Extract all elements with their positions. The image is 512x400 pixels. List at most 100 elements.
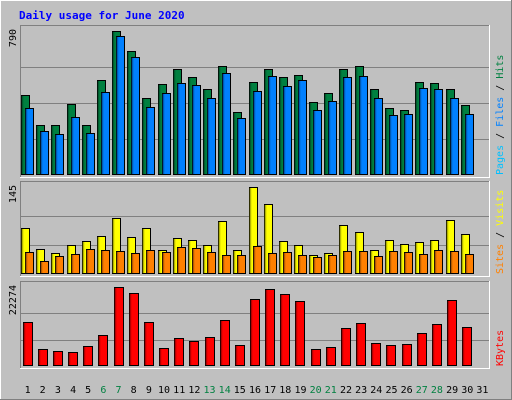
y-axis-max-label: 145 (8, 185, 19, 203)
bar-sites-day-28 (434, 250, 443, 274)
bar-files-day-6 (101, 92, 110, 175)
bar-kbytes-day-16 (250, 299, 260, 366)
bar-files-day-29 (450, 98, 459, 175)
bar-kbytes-day-5 (83, 346, 93, 366)
x-axis-day-labels: 1 2 3 4 5 6 7 8 9 10 11 12 13 14 15 16 17 18 19 20 21 22 23 24 2… (25, 385, 489, 396)
bar-files-day-23 (359, 76, 368, 175)
bar-kbytes-day-26 (402, 344, 412, 366)
panel-3: 22274 KBytes (8, 281, 506, 369)
bar-sites-day-12 (192, 248, 201, 274)
bar-kbytes-day-8 (129, 293, 139, 366)
bar-sites-day-8 (131, 253, 140, 274)
bar-files-day-11 (177, 83, 186, 175)
day-label-30: 30 (461, 385, 473, 396)
bar-sites-day-22 (343, 251, 352, 274)
bar-files-day-12 (192, 85, 201, 175)
bar-sites-day-9 (146, 250, 155, 274)
bar-files-day-3 (55, 134, 64, 175)
day-label-26: 26 (401, 385, 413, 396)
series-axis-label: KBytes (495, 330, 506, 366)
bar-sites-day-13 (207, 252, 216, 274)
bar-files-day-15 (237, 118, 246, 175)
bar-kbytes-day-6 (98, 335, 108, 366)
bar-sites-day-30 (465, 254, 474, 274)
bar-kbytes-day-22 (341, 328, 351, 366)
bar-kbytes-day-14 (220, 320, 230, 366)
bar-sites-day-2 (40, 261, 49, 274)
bar-kbytes-day-2 (38, 349, 48, 366)
bar-sites-day-20 (313, 257, 322, 274)
day-label-5: 5 (85, 385, 91, 396)
chart-title: Daily usage for June 2020 (19, 9, 185, 22)
bar-sites-day-27 (419, 254, 428, 274)
bar-kbytes-day-4 (68, 352, 78, 366)
bar-sites-day-24 (374, 256, 383, 274)
bar-files-day-30 (465, 114, 474, 175)
day-label-13: 13 (203, 385, 215, 396)
bar-files-day-16 (253, 91, 262, 175)
bar-files-day-1 (25, 108, 34, 175)
bar-kbytes-day-20 (311, 349, 321, 366)
day-label-10: 10 (158, 385, 170, 396)
day-label-28: 28 (431, 385, 443, 396)
panel-1: 790 Pages / Files / Hits (8, 25, 506, 178)
day-label-29: 29 (446, 385, 458, 396)
bar-kbytes-day-30 (462, 327, 472, 366)
bar-sites-day-19 (298, 255, 307, 274)
bar-kbytes-day-29 (447, 300, 457, 366)
bar-sites-day-14 (222, 255, 231, 274)
bar-files-day-17 (268, 76, 277, 175)
bar-sites-day-11 (177, 247, 186, 274)
bar-sites-day-4 (71, 254, 80, 274)
series-axis-label: Pages / Files / Hits (495, 55, 506, 175)
bar-kbytes-day-1 (23, 322, 33, 366)
day-label-16: 16 (249, 385, 261, 396)
bar-sites-day-16 (253, 246, 262, 274)
bar-files-day-28 (434, 89, 443, 175)
bar-kbytes-day-12 (189, 341, 199, 366)
bar-sites-day-3 (55, 256, 64, 274)
bar-files-day-21 (328, 101, 337, 175)
bar-kbytes-day-7 (114, 287, 124, 366)
bar-sites-day-26 (404, 252, 413, 274)
bar-sites-day-1 (25, 252, 34, 274)
day-label-22: 22 (340, 385, 352, 396)
bar-kbytes-day-25 (386, 345, 396, 366)
bar-sites-day-10 (162, 252, 171, 274)
bar-files-day-7 (116, 36, 125, 175)
bar-files-day-2 (40, 131, 49, 175)
bar-files-day-8 (131, 57, 140, 175)
bar-sites-day-7 (116, 251, 125, 274)
bar-kbytes-day-11 (174, 338, 184, 366)
bar-kbytes-day-21 (326, 347, 336, 366)
day-label-7: 7 (115, 385, 121, 396)
bar-sites-day-23 (359, 251, 368, 274)
series-label-files: Files (495, 97, 506, 127)
bar-kbytes-day-19 (295, 301, 305, 366)
bar-kbytes-day-10 (159, 348, 169, 366)
bar-sites-day-18 (283, 252, 292, 274)
bar-kbytes-day-13 (205, 337, 215, 366)
series-label-visits: Visits (495, 190, 506, 226)
day-label-31: 31 (476, 385, 488, 396)
bar-kbytes-day-9 (144, 322, 154, 366)
bar-files-day-18 (283, 86, 292, 175)
day-label-24: 24 (370, 385, 382, 396)
bar-files-day-27 (419, 88, 428, 175)
series-label-separator: / (495, 226, 506, 244)
bar-files-day-19 (298, 80, 307, 175)
bar-files-day-4 (71, 117, 80, 175)
bar-files-day-9 (146, 107, 155, 175)
day-label-4: 4 (70, 385, 76, 396)
bar-files-day-10 (162, 93, 171, 175)
bar-kbytes-day-27 (417, 333, 427, 366)
day-label-17: 17 (264, 385, 276, 396)
bar-kbytes-day-3 (53, 351, 63, 366)
day-label-19: 19 (294, 385, 306, 396)
day-label-12: 12 (188, 385, 200, 396)
series-label-kbytes: KBytes (495, 330, 506, 366)
bar-sites-day-21 (328, 255, 337, 274)
day-label-3: 3 (55, 385, 61, 396)
bar-sites-day-6 (101, 250, 110, 274)
day-label-15: 15 (234, 385, 246, 396)
